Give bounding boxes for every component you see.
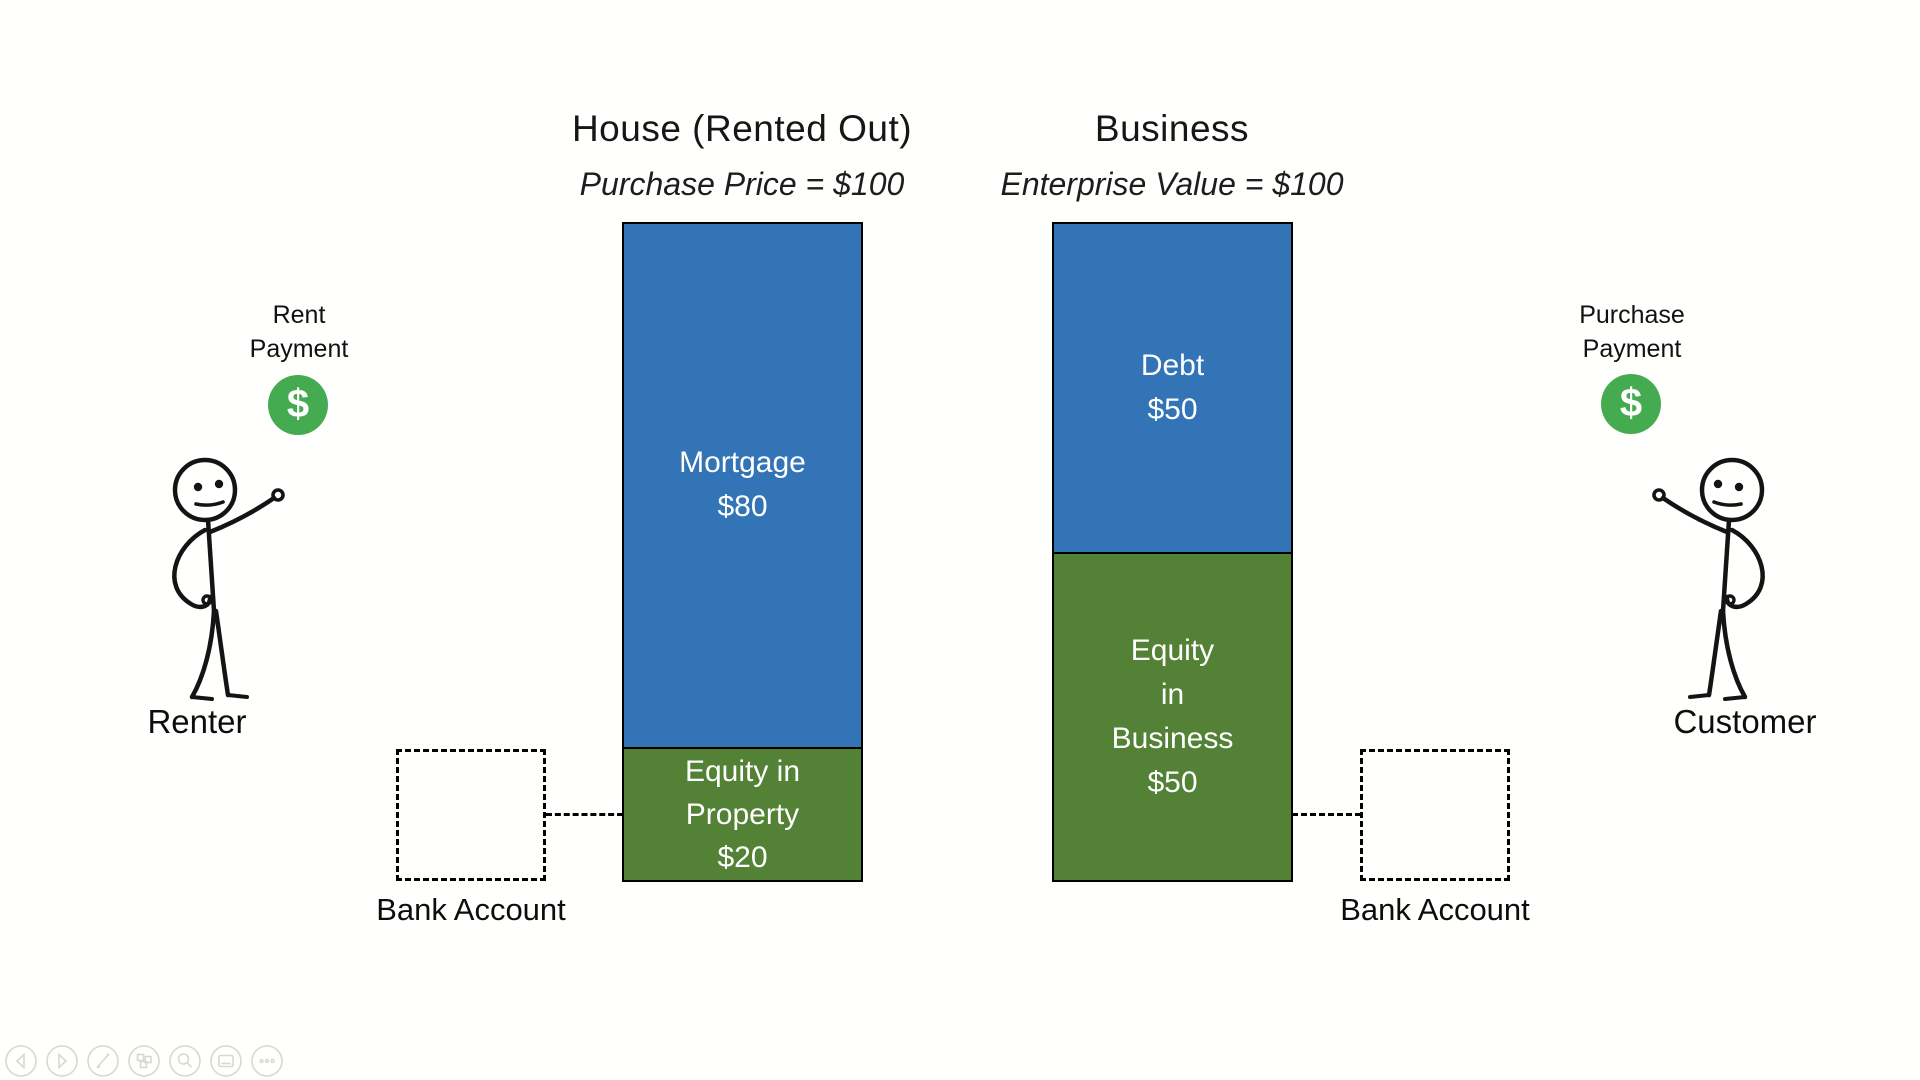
segment-label: in: [1160, 678, 1185, 711]
renter-name-label: Renter: [147, 703, 247, 740]
segment-label: Debt: [1140, 349, 1205, 382]
show-taskbar-button[interactable]: [209, 1044, 243, 1078]
business-debt-segment: Debt $50: [1054, 224, 1291, 552]
house-chart-subtitle: Purchase Price = $100: [579, 166, 905, 202]
house-stacked-bar: Mortgage $80 Equity in Property $20: [622, 222, 863, 882]
house-chart-title: House (Rented Out): [571, 108, 913, 149]
rent-payment-label: Rent Payment: [199, 298, 399, 366]
segment-label: Equity in: [684, 754, 801, 788]
purchase-dollar-icon: $: [1601, 374, 1661, 434]
segment-label: Business: [1111, 722, 1234, 755]
slideshow-toolbar: [4, 1044, 284, 1078]
segment-value: $80: [717, 490, 768, 524]
purchase-payment-label: Purchase Payment: [1532, 298, 1732, 366]
bank-connector-left: [546, 813, 623, 816]
more-options-button[interactable]: [250, 1044, 284, 1078]
segment-label: Property: [685, 797, 800, 831]
zoom-slide-button[interactable]: [168, 1044, 202, 1078]
segment-value: $20: [717, 840, 768, 874]
rent-payment-line1: Rent: [272, 301, 326, 329]
business-chart-title: Business: [1094, 108, 1250, 149]
business-stacked-bar: Debt $50 Equity in Business $50: [1052, 222, 1293, 882]
next-slide-button[interactable]: [45, 1044, 79, 1078]
pen-tool-button[interactable]: [86, 1044, 120, 1078]
customer-name-label: Customer: [1673, 703, 1817, 740]
customer-stick-figure: [1652, 448, 1804, 710]
bank-account-box-left: [396, 749, 546, 881]
segment-label: Equity: [1130, 634, 1215, 667]
business-equity-segment: Equity in Business $50: [1054, 552, 1291, 880]
segment-value: $50: [1147, 393, 1198, 426]
purchase-payment-line2: Payment: [1582, 335, 1682, 363]
bank-connector-right: [1292, 813, 1361, 816]
segment-value: $50: [1147, 766, 1198, 799]
rent-payment-line2: Payment: [249, 335, 349, 363]
see-all-slides-button[interactable]: [127, 1044, 161, 1078]
house-equity-segment: Equity in Property $20: [624, 746, 861, 880]
segment-label: Mortgage: [679, 446, 806, 480]
house-mortgage-segment: Mortgage $80: [624, 224, 861, 747]
previous-slide-button[interactable]: [4, 1044, 38, 1078]
dollar-sign: $: [286, 381, 310, 426]
rent-dollar-icon: $: [268, 375, 328, 435]
bank-account-box-right: [1360, 749, 1510, 881]
renter-stick-figure: [133, 448, 285, 710]
purchase-payment-line1: Purchase: [1579, 301, 1685, 329]
bank-account-label-left: Bank Account: [376, 892, 566, 927]
business-chart-subtitle: Enterprise Value = $100: [1000, 166, 1344, 202]
bank-account-label-right: Bank Account: [1340, 892, 1530, 927]
dollar-sign: $: [1619, 380, 1643, 425]
